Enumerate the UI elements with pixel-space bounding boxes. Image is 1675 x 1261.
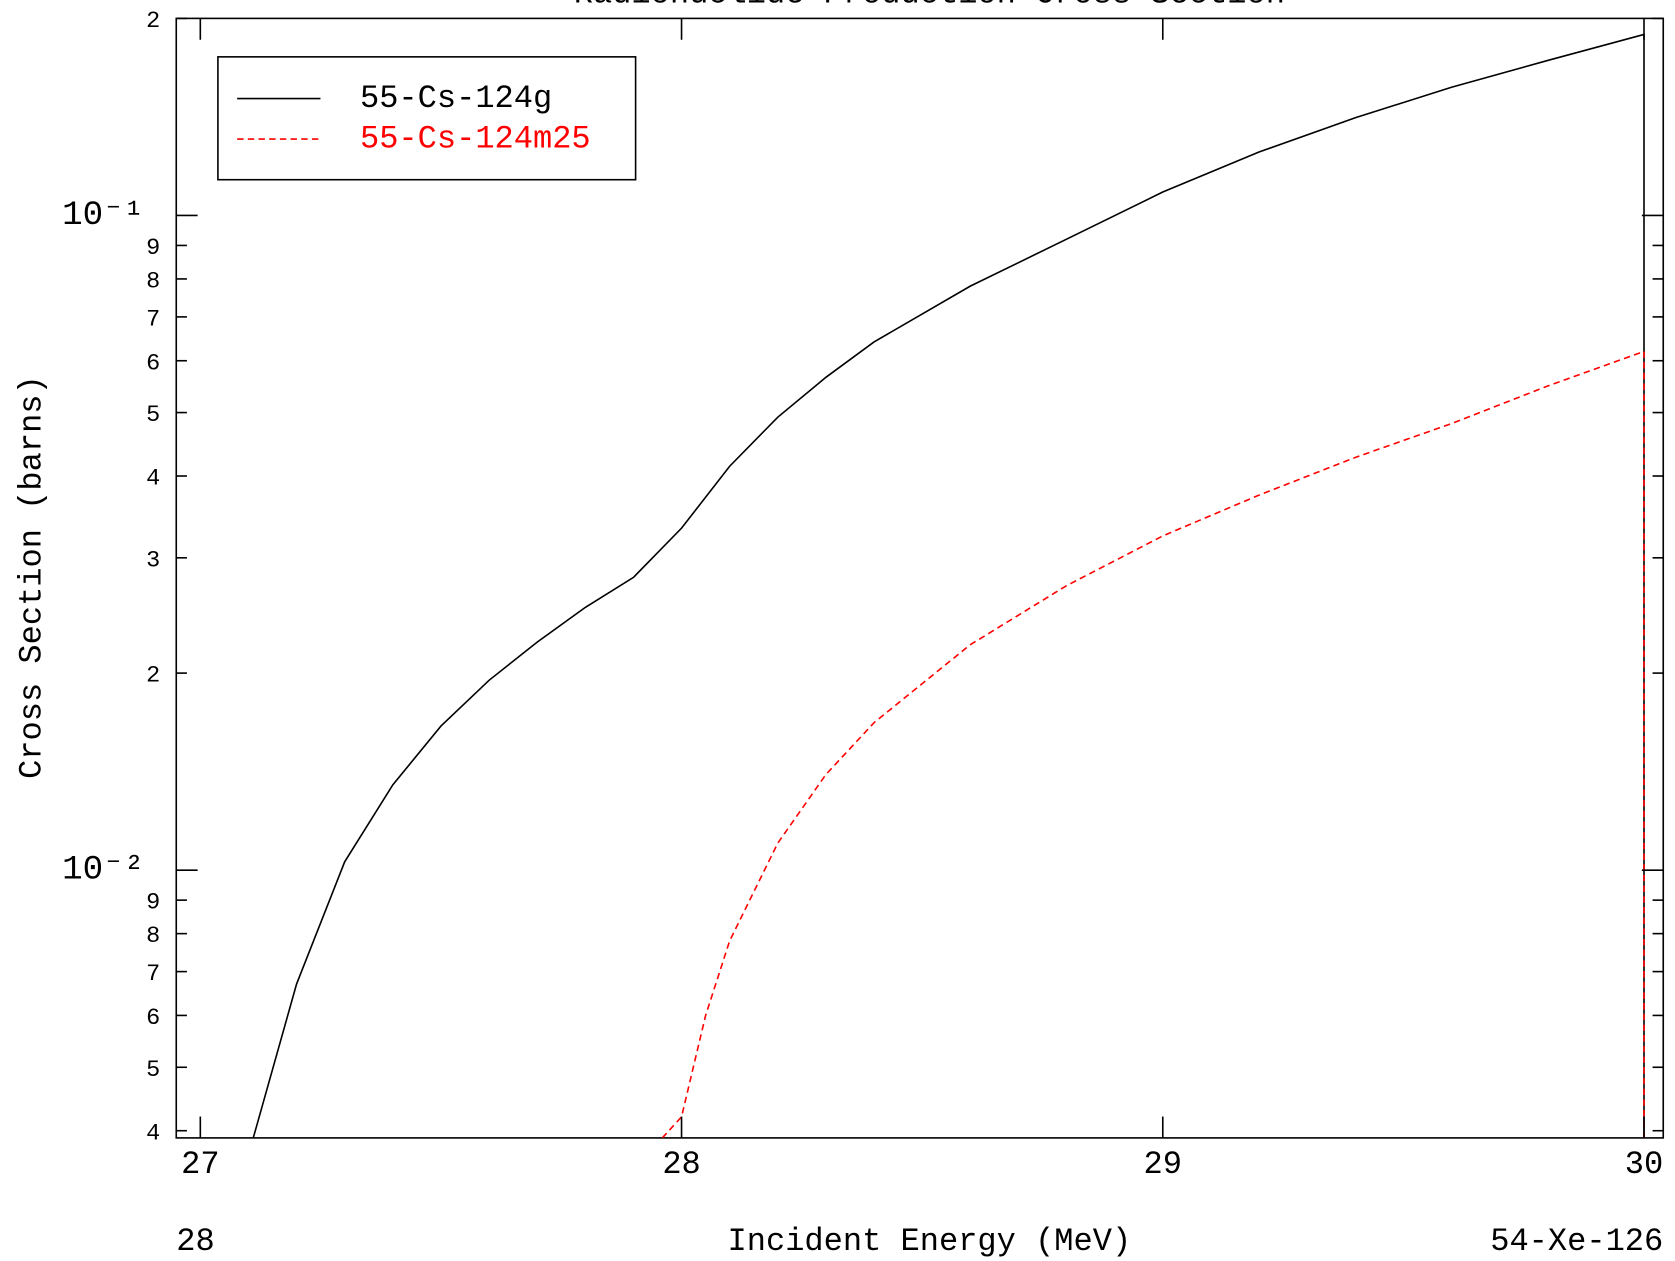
x-tick-label: 27 [181, 1146, 219, 1183]
y-axis-label: Cross Section (barns) [14, 375, 51, 779]
right-note: 54-Xe-126 [1490, 1223, 1663, 1260]
y-tick-label: 8 [146, 923, 160, 950]
y-tick-label: 7 [146, 306, 160, 333]
y-tick-label: 7 [146, 961, 160, 988]
x-tick-label: 29 [1144, 1146, 1182, 1183]
plot-frame [175, 17, 1665, 1139]
series-line [252, 33, 1645, 1138]
series-line [661, 350, 1645, 1138]
y-tick-label: 4 [146, 466, 160, 493]
chart-title: Radionuclide Production Cross Section [574, 0, 1285, 12]
left-note: 28 [176, 1223, 214, 1260]
y-tick-label: 5 [146, 402, 160, 429]
y-tick-label: 9 [146, 235, 160, 262]
x-axis-label: Incident Energy (MeV) [728, 1223, 1132, 1260]
y-tick-label: 6 [146, 350, 160, 377]
x-tick-label: 28 [662, 1146, 700, 1183]
y-tick-label: 5 [146, 1057, 160, 1084]
x-tick-label: 30 [1625, 1146, 1663, 1183]
y-tick-label: 6 [146, 1005, 160, 1032]
legend-box [217, 56, 637, 181]
y-tick-label: 10⁻¹ [62, 197, 144, 235]
y-tick-label: 3 [146, 547, 160, 574]
y-tick-label: 2 [146, 663, 160, 690]
plot-area [252, 33, 1645, 1138]
y-tick-label: 10⁻² [62, 852, 144, 890]
legend: 55-Cs-124g 55-Cs-124m25 [217, 56, 637, 181]
y-tick-label: 9 [146, 890, 160, 917]
y-tick-label: 4 [146, 1120, 160, 1147]
legend-label: 55-Cs-124g [360, 80, 552, 117]
y-tick-label: 8 [146, 268, 160, 295]
legend-label: 55-Cs-124m25 [360, 121, 591, 158]
y-tick-label: 2 [146, 8, 160, 35]
